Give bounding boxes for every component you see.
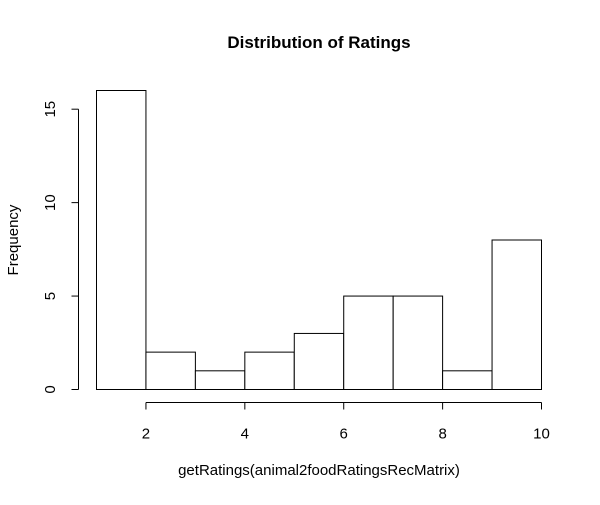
y-tick-label: 15 — [42, 101, 59, 118]
y-tick-label: 0 — [42, 385, 59, 393]
x-axis-label: getRatings(animal2foodRatingsRecMatrix) — [178, 462, 460, 479]
histogram-bar-9 — [491, 239, 542, 390]
y-tick-label: 10 — [42, 194, 59, 211]
histogram-bar-4 — [244, 351, 295, 390]
x-tick-label: 6 — [340, 426, 348, 443]
histogram-bar-7 — [392, 295, 444, 390]
y-axis-label: Frequency — [5, 204, 22, 275]
x-tick-label: 10 — [533, 426, 550, 443]
histogram-bar-5 — [293, 332, 345, 390]
histogram-bar-8 — [442, 370, 493, 390]
y-tick-label: 5 — [42, 292, 59, 300]
bars-layer — [96, 90, 542, 390]
histogram-bar-3 — [194, 370, 246, 390]
x-tick-label: 2 — [142, 426, 150, 443]
histogram-bar-6 — [343, 295, 394, 390]
histogram-bar-2 — [145, 351, 196, 390]
x-tick-label: 8 — [438, 426, 446, 443]
x-axis: 2 4 6 8 10 — [142, 402, 550, 443]
x-tick-label: 4 — [241, 426, 249, 443]
y-axis: 0 5 10 15 — [42, 101, 79, 394]
chart-title: Distribution of Ratings — [227, 33, 410, 52]
histogram-bar-1 — [96, 90, 147, 390]
